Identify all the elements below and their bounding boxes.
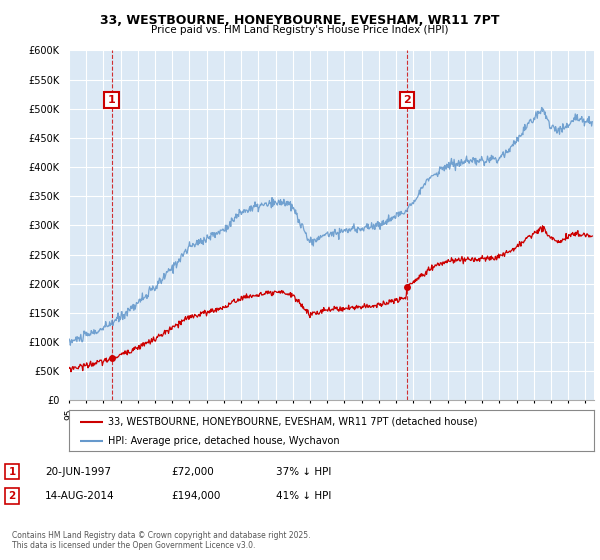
Text: Contains HM Land Registry data © Crown copyright and database right 2025.
This d: Contains HM Land Registry data © Crown c… (12, 531, 311, 550)
Text: £194,000: £194,000 (171, 491, 220, 501)
Text: 37% ↓ HPI: 37% ↓ HPI (276, 466, 331, 477)
Text: 1: 1 (8, 466, 16, 477)
Text: 33, WESTBOURNE, HONEYBOURNE, EVESHAM, WR11 7PT (detached house): 33, WESTBOURNE, HONEYBOURNE, EVESHAM, WR… (109, 417, 478, 427)
Text: £72,000: £72,000 (171, 466, 214, 477)
Text: 14-AUG-2014: 14-AUG-2014 (45, 491, 115, 501)
Text: 2: 2 (403, 95, 410, 105)
Text: 1: 1 (107, 95, 115, 105)
Text: 20-JUN-1997: 20-JUN-1997 (45, 466, 111, 477)
Text: 41% ↓ HPI: 41% ↓ HPI (276, 491, 331, 501)
Text: 33, WESTBOURNE, HONEYBOURNE, EVESHAM, WR11 7PT: 33, WESTBOURNE, HONEYBOURNE, EVESHAM, WR… (100, 14, 500, 27)
Text: HPI: Average price, detached house, Wychavon: HPI: Average price, detached house, Wych… (109, 436, 340, 446)
Text: 2: 2 (8, 491, 16, 501)
Text: Price paid vs. HM Land Registry's House Price Index (HPI): Price paid vs. HM Land Registry's House … (151, 25, 449, 35)
